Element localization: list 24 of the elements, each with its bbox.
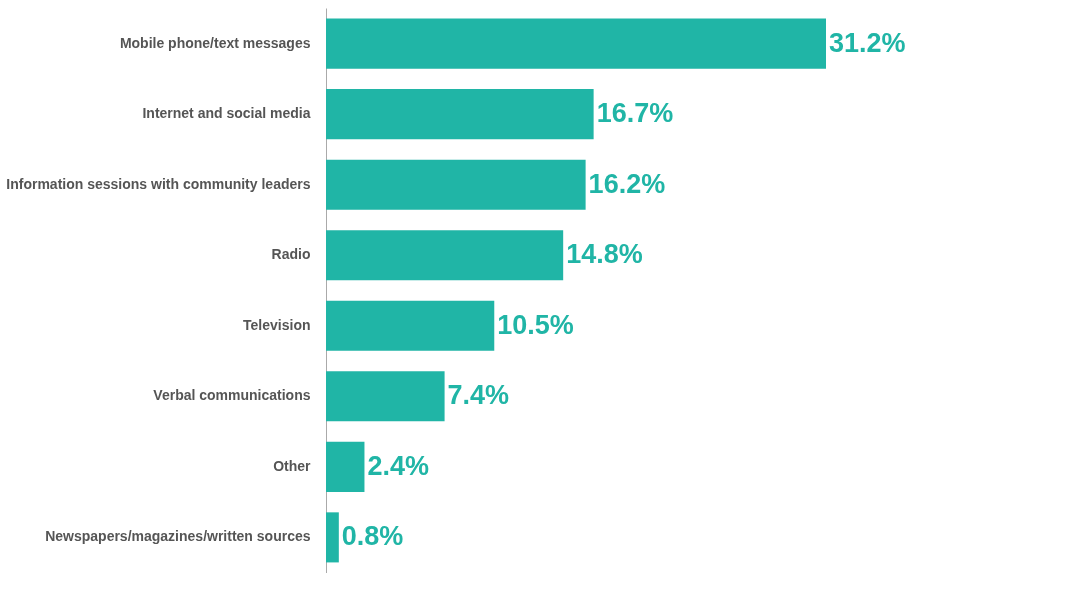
data-label: 2.4% bbox=[367, 450, 430, 481]
y-tick-label: Mobile phone/text messages bbox=[119, 34, 311, 51]
data-label: 16.2% bbox=[588, 168, 666, 199]
data-label: 0.8% bbox=[341, 521, 404, 552]
bar bbox=[326, 18, 826, 69]
data-label: 14.8% bbox=[566, 239, 643, 270]
bar bbox=[326, 89, 594, 140]
bar bbox=[326, 441, 365, 492]
data-label: 7.4% bbox=[447, 380, 510, 411]
bar bbox=[326, 300, 495, 351]
y-tick-label: Newspapers/magazines/written sources bbox=[45, 528, 311, 545]
data-label: 16.7% bbox=[596, 98, 674, 129]
y-tick-label: Other bbox=[273, 457, 312, 474]
y-tick-label: Internet and social media bbox=[142, 105, 311, 122]
y-tick-label: Information sessions with community leaders bbox=[6, 175, 311, 192]
data-label: 31.2% bbox=[829, 27, 906, 58]
bar bbox=[326, 159, 586, 210]
y-tick-label: Television bbox=[243, 316, 311, 333]
bar bbox=[326, 371, 445, 422]
y-tick-label: Verbal communications bbox=[153, 387, 311, 404]
bar bbox=[326, 230, 564, 281]
bar bbox=[326, 512, 339, 563]
data-label: 10.5% bbox=[497, 309, 574, 340]
y-tick-label: Radio bbox=[271, 246, 311, 263]
